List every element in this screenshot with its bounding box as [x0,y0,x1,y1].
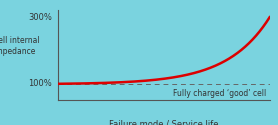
Text: 100%: 100% [28,79,52,88]
Text: 300%: 300% [28,13,52,22]
Text: Failure mode / Service life: Failure mode / Service life [109,120,219,125]
Text: Cell internal
impedance: Cell internal impedance [0,36,39,56]
Text: Fully charged ‘good’ cell: Fully charged ‘good’ cell [173,89,267,98]
